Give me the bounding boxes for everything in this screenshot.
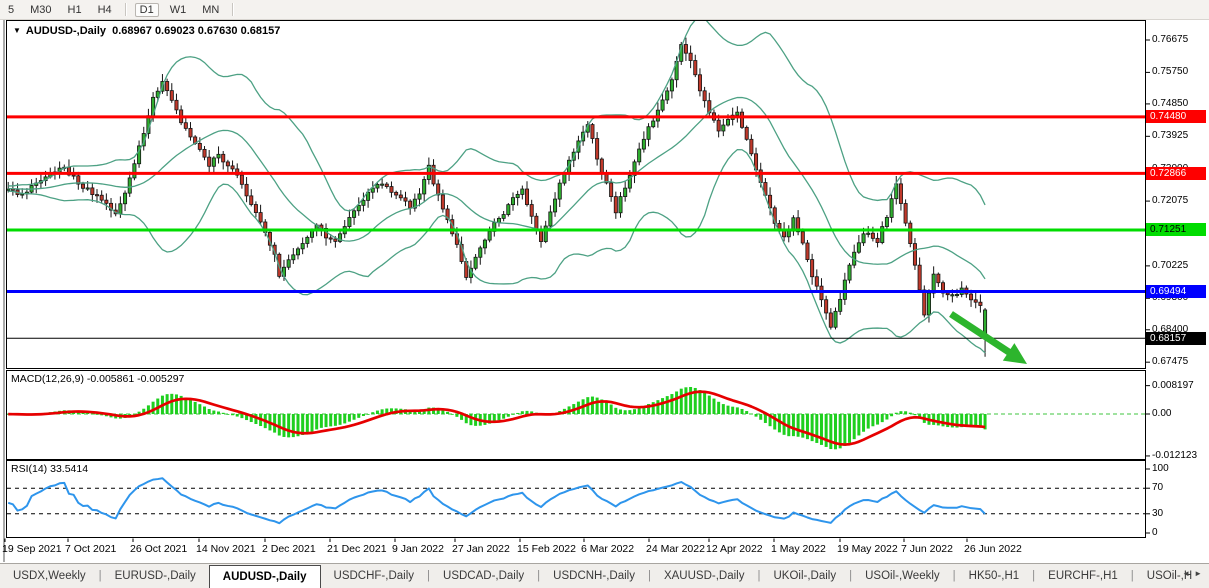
tab-scroll-arrows: ◄►: [1182, 569, 1206, 578]
tab-usdcad-daily[interactable]: USDCAD-,Daily: [443, 570, 525, 582]
tab-ukoil-daily[interactable]: UKOil-,Daily: [773, 570, 837, 582]
tab-usdcnh-daily[interactable]: USDCNH-,Daily: [553, 570, 635, 582]
macd-signal-line: [8, 390, 986, 446]
timeframe-button-h1[interactable]: H1: [67, 3, 82, 16]
bollinger-upper-band: [8, 21, 986, 212]
timeframe-toolbar: 5 M30 H1 H4 D1 W1 MN: [0, 0, 1209, 20]
tab-scroll-left-icon[interactable]: ◄: [1182, 569, 1195, 578]
chart-tab-bar: USDX,Weekly | EURUSD-,Daily AUDUSD-,Daily US…: [0, 563, 1209, 588]
tab-usdchf-daily[interactable]: USDCHF-,Daily: [333, 570, 415, 582]
tab-separator: |: [1130, 570, 1134, 582]
tab-usdx-weekly[interactable]: USDX,Weekly: [13, 570, 86, 582]
tab-separator: |: [537, 570, 541, 582]
timeframe-button-h4[interactable]: H4: [97, 3, 112, 16]
tab-separator: |: [427, 570, 431, 582]
rsi-line: [7, 477, 986, 525]
timeframe-button-m30[interactable]: M30: [30, 3, 52, 16]
tab-separator: |: [98, 570, 102, 582]
bollinger-lower-band: [8, 148, 986, 354]
tab-separator: |: [757, 570, 761, 582]
tab-separator: |: [952, 570, 956, 582]
tab-eurchf-h1[interactable]: EURCHF-,H1: [1048, 570, 1118, 582]
bollinger-middle-band: [8, 96, 986, 280]
toolbar-separator: [124, 3, 127, 16]
tab-usoil-weekly[interactable]: USOil-,Weekly: [865, 570, 940, 582]
toolbar-separator: [232, 3, 235, 16]
tab-xauusd-daily[interactable]: XAUUSD-,Daily: [663, 570, 745, 582]
timeframe-button-mn[interactable]: MN: [202, 3, 220, 16]
tab-separator: |: [849, 570, 853, 582]
timeframe-button-w1[interactable]: W1: [169, 3, 187, 16]
bollinger-bands: [8, 21, 986, 354]
timeframe-button-5[interactable]: 5: [8, 3, 15, 16]
tab-hk50-h1[interactable]: HK50-,H1: [968, 570, 1020, 582]
tab-eurusd-daily[interactable]: EURUSD-,Daily: [114, 570, 196, 582]
down-trend-arrow-annotation[interactable]: [949, 311, 1027, 364]
tab-separator: |: [647, 570, 651, 582]
timeframe-button-d1[interactable]: D1: [134, 2, 159, 17]
tab-scroll-right-icon[interactable]: ►: [1194, 569, 1206, 578]
tab-audusd-daily[interactable]: AUDUSD-,Daily: [208, 565, 321, 588]
rsi-panel: [6, 460, 1146, 538]
tab-usoil-h[interactable]: USOil-,H: [1146, 570, 1193, 582]
tab-separator: |: [1032, 570, 1036, 582]
main-chart-panel: [6, 20, 1146, 369]
